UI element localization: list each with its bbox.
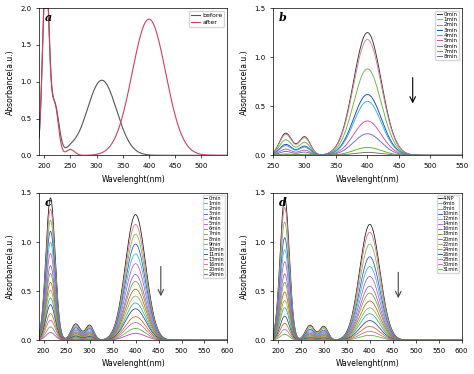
Y-axis label: Absorbance(a.u.): Absorbance(a.u.) <box>6 49 15 114</box>
Text: d: d <box>279 197 287 208</box>
Legend: before, after: before, after <box>189 11 224 27</box>
X-axis label: Wavelenght(nm): Wavelenght(nm) <box>336 359 399 368</box>
X-axis label: Wavelenght(nm): Wavelenght(nm) <box>101 175 165 184</box>
Legend: 0min, 1min, 2min, 3min, 4min, 5min, 6min, 7min, 8min, 9min, 10min, 11min, 13min,: 0min, 1min, 2min, 3min, 4min, 5min, 6min… <box>203 195 225 278</box>
Legend: 4-NP, 6min, 8min, 10min, 12min, 14min, 16min, 18min, 20min, 22min, 24min, 26min,: 4-NP, 6min, 8min, 10min, 12min, 14min, 1… <box>437 195 459 273</box>
Legend: 0min, 1min, 2min, 3min, 4min, 5min, 6min, 7min, 8min: 0min, 1min, 2min, 3min, 4min, 5min, 6min… <box>436 11 459 60</box>
Y-axis label: Absorbance(a.u.): Absorbance(a.u.) <box>240 49 249 114</box>
X-axis label: Wavelenght(nm): Wavelenght(nm) <box>101 359 165 368</box>
Y-axis label: Absorbance(a.u.): Absorbance(a.u.) <box>6 234 15 300</box>
Text: b: b <box>279 12 287 24</box>
Text: c: c <box>45 197 51 208</box>
Text: a: a <box>45 12 52 24</box>
X-axis label: Wavelenght(nm): Wavelenght(nm) <box>336 175 399 184</box>
Y-axis label: Absorbance(a.u.): Absorbance(a.u.) <box>240 234 249 300</box>
